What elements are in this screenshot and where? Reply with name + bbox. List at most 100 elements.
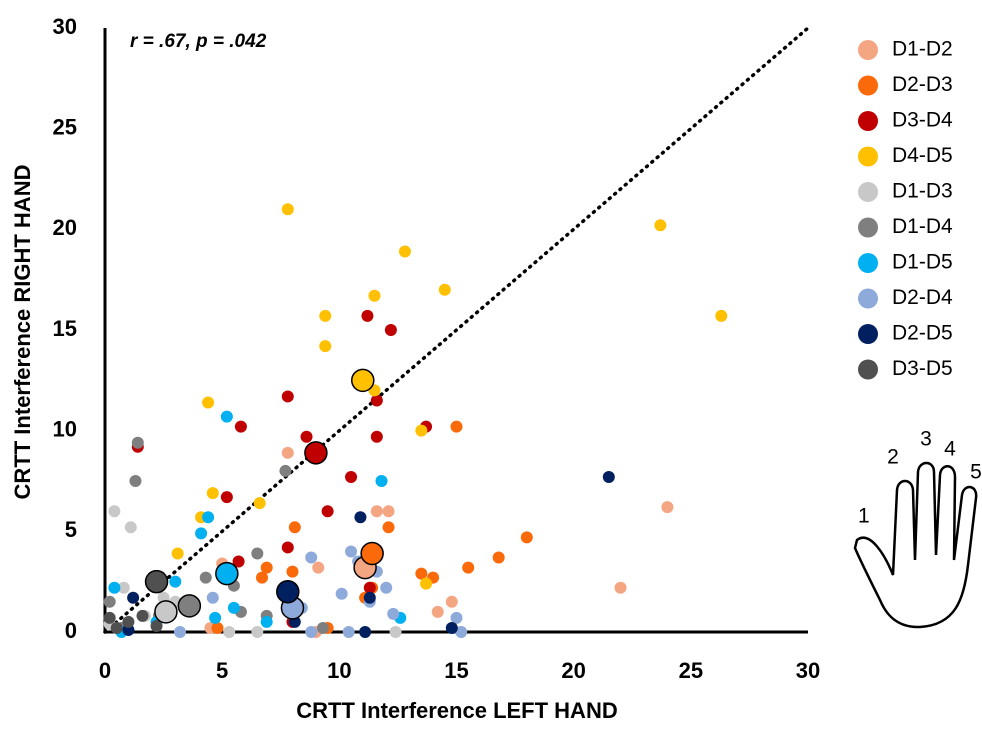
- point: [173, 626, 186, 638]
- point: [363, 581, 376, 594]
- point: [438, 283, 451, 296]
- point: [206, 487, 219, 500]
- point: [492, 551, 505, 564]
- point: [103, 611, 116, 624]
- point: [251, 626, 264, 638]
- y-tick-label: 30: [53, 14, 77, 39]
- point: [281, 390, 294, 403]
- point: [122, 615, 135, 628]
- point: [370, 430, 383, 443]
- point: [195, 527, 208, 540]
- point: [199, 571, 212, 584]
- y-tick-label: 10: [53, 416, 77, 441]
- legend-marker: [858, 182, 878, 202]
- point: [316, 621, 329, 634]
- point: [654, 219, 667, 232]
- point: [305, 551, 318, 564]
- x-tick-label: 15: [444, 658, 468, 683]
- point: [354, 511, 367, 524]
- point: [661, 501, 674, 514]
- point: [281, 203, 294, 216]
- point: [363, 591, 376, 604]
- point: [234, 420, 247, 433]
- point: [281, 446, 294, 459]
- x-tick-label: 30: [796, 658, 820, 683]
- x-axis-title: CRTT Interference LEFT HAND: [296, 698, 617, 723]
- point: [614, 581, 627, 594]
- mean-point: [276, 579, 300, 604]
- y-tick-label: 20: [53, 215, 77, 240]
- mean-point: [360, 541, 384, 566]
- hand-diagram: 1 2 3 4 5: [853, 428, 982, 629]
- point: [300, 430, 313, 443]
- point: [220, 410, 233, 423]
- hand-label: 1: [858, 505, 870, 528]
- legend-label: D4-D5: [892, 144, 953, 167]
- point: [305, 626, 318, 638]
- legend-label: D3-D5: [892, 357, 953, 380]
- point: [345, 470, 358, 483]
- point: [211, 621, 224, 634]
- x-tick-label: 25: [679, 658, 703, 683]
- x-tick-label: 10: [327, 658, 351, 683]
- legend-label: D1-D2: [892, 38, 953, 61]
- hand-outline: [853, 461, 978, 629]
- point: [108, 581, 121, 594]
- point: [375, 475, 388, 487]
- hand-label: 5: [970, 461, 982, 484]
- point: [281, 541, 294, 554]
- point: [382, 505, 395, 518]
- identity-line: [103, 26, 810, 634]
- point: [202, 511, 215, 524]
- point: [368, 289, 381, 302]
- point: [103, 595, 116, 608]
- legend-marker: [858, 288, 878, 309]
- point: [129, 475, 142, 487]
- legend-label: D1-D4: [892, 215, 953, 238]
- point: [253, 497, 266, 510]
- x-tick-label: 20: [561, 658, 585, 683]
- point: [202, 396, 215, 409]
- mean-point: [154, 600, 178, 624]
- point: [110, 621, 123, 634]
- legend-marker: [858, 146, 878, 167]
- point: [171, 547, 184, 560]
- y-tick-label: 5: [65, 517, 77, 542]
- point: [450, 420, 463, 433]
- annotation: r = .67, p = .042: [130, 31, 267, 52]
- point: [127, 591, 140, 604]
- point: [370, 394, 383, 407]
- y-tick-label: 15: [53, 316, 77, 341]
- point: [227, 601, 240, 614]
- point: [108, 505, 121, 518]
- point: [260, 561, 273, 574]
- hand-label: 3: [920, 428, 932, 451]
- point: [319, 309, 332, 322]
- x-tick-label: 5: [216, 658, 228, 683]
- point: [345, 545, 358, 558]
- point: [415, 567, 428, 580]
- point: [389, 626, 402, 638]
- point: [415, 424, 428, 437]
- legend-marker: [858, 40, 878, 60]
- legend-label: D2-D3: [892, 73, 953, 96]
- point: [319, 340, 332, 353]
- point: [445, 621, 458, 634]
- legend-label: D2-D5: [892, 322, 953, 345]
- legend-label: D3-D4: [892, 109, 953, 132]
- legend-marker: [858, 217, 878, 238]
- point: [321, 505, 334, 518]
- point: [455, 626, 468, 638]
- point: [288, 521, 301, 534]
- point: [602, 470, 615, 483]
- point: [312, 561, 325, 574]
- legend-marker: [858, 75, 878, 96]
- point: [209, 611, 222, 624]
- point: [335, 587, 348, 600]
- mean-point: [144, 569, 169, 594]
- point: [260, 615, 273, 628]
- point: [361, 309, 374, 322]
- mean-point: [351, 368, 375, 393]
- point: [370, 505, 383, 518]
